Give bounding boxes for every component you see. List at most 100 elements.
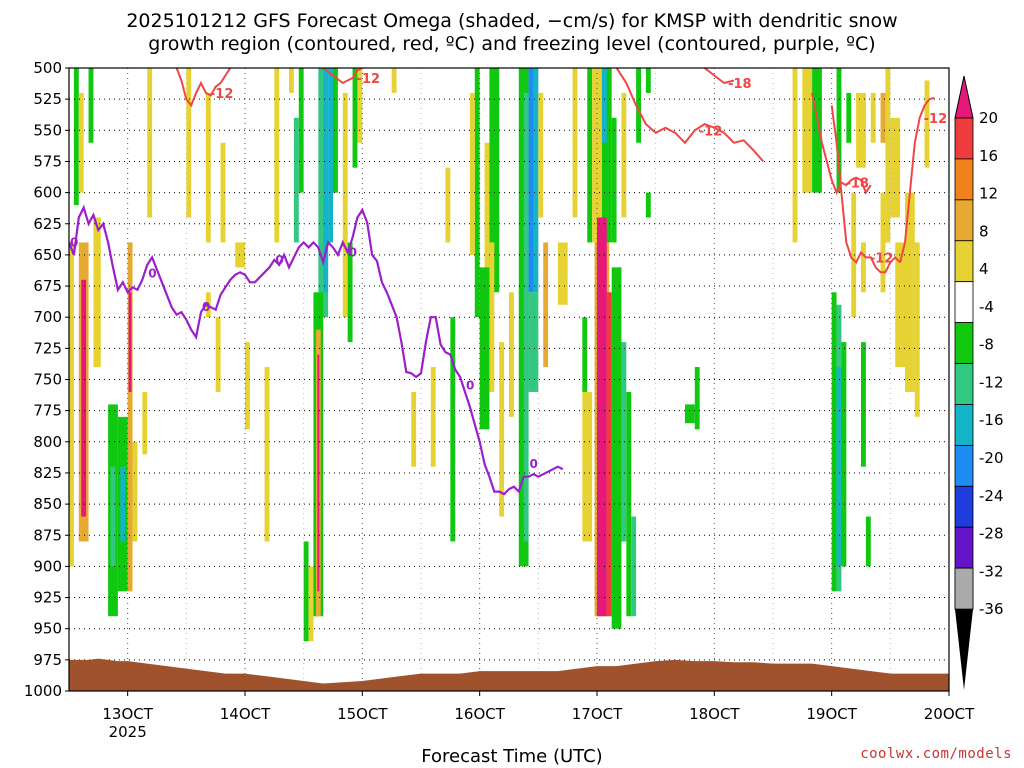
x-tick-label: 17OCT (572, 705, 623, 723)
colorbar-top-arrow (954, 75, 974, 119)
y-tick-label: 1000 (24, 682, 62, 700)
surface-terrain (69, 658, 949, 691)
omega-band (631, 516, 637, 617)
omega-band (328, 68, 333, 243)
omega-band (220, 142, 226, 243)
omega-band (792, 68, 798, 243)
dgz-contour-line (615, 68, 764, 163)
colorbar-label: 20 (979, 109, 998, 127)
omega-band (905, 192, 915, 392)
omega-band (865, 516, 871, 567)
omega-band (235, 242, 245, 268)
dgz-contour-label: -12 (357, 72, 381, 87)
y-tick-label: 700 (33, 308, 62, 326)
omega-band (147, 68, 153, 218)
omega-band (870, 92, 876, 143)
colorbar-bin (954, 363, 974, 405)
omega-band (445, 167, 451, 243)
omega-band (245, 342, 250, 430)
omega-band (323, 68, 329, 293)
omega-band (645, 68, 651, 93)
y-tick-label: 775 (33, 402, 62, 420)
omega-band (81, 279, 87, 517)
freezing-level-label: 0 (275, 253, 283, 267)
omega-band (528, 292, 539, 392)
omega-band (802, 68, 813, 193)
colorbar-label: 4 (979, 260, 989, 278)
colorbar-label: -32 (979, 562, 1004, 580)
omega-band (489, 68, 500, 293)
x-tick-label: 13OCT (102, 705, 153, 723)
surface-fill (69, 658, 949, 691)
omega-band (450, 317, 456, 542)
colorbar-bin (954, 199, 974, 242)
omega-band (352, 68, 358, 168)
colorbar-bin-gray (954, 567, 974, 610)
freezing-level-label: 0 (148, 267, 156, 281)
omega-band (880, 192, 886, 293)
omega-band (489, 242, 495, 392)
omega-band (557, 242, 568, 305)
x-tick-label: 15OCT (337, 705, 388, 723)
x-tick-label: 16OCT (454, 705, 505, 723)
omega-band (430, 367, 436, 467)
omega-band (132, 441, 138, 542)
omega-band (88, 68, 94, 143)
omega-band (611, 267, 622, 629)
colorbar-bin (954, 117, 974, 160)
omega-band (298, 68, 304, 193)
colorbar-label: -4 (979, 298, 994, 316)
omega-band (484, 142, 490, 318)
omega-band (538, 92, 544, 218)
omega-band (621, 92, 627, 218)
omega-band (836, 367, 842, 567)
dgz-contour-label: -12 (870, 251, 894, 266)
freezing-level-label: 0 (466, 379, 474, 393)
omega-band (474, 68, 480, 318)
omega-band (841, 342, 847, 567)
colorbar-label: -36 (979, 600, 1004, 618)
omega-band (924, 80, 930, 168)
omega-band (890, 117, 901, 218)
y-tick-label: 675 (33, 277, 62, 295)
omega-band (880, 92, 886, 143)
omega-band (509, 292, 514, 417)
dgz-contour-line (899, 96, 935, 263)
y-tick-label: 975 (33, 651, 62, 669)
credit-link[interactable]: coolwx.com/models (860, 746, 1012, 762)
omega-band (73, 68, 79, 206)
freezing-level-label: 0 (202, 300, 210, 314)
colorbar-bottom-arrow (955, 609, 973, 690)
y-tick-label: 650 (33, 246, 62, 264)
freezing-level-label: 0 (530, 457, 538, 471)
colorbar-label: -12 (979, 373, 1004, 391)
colorbar-label: -20 (979, 449, 1004, 467)
colorbar-bin (954, 240, 974, 283)
omega-band (333, 68, 338, 193)
omega-band (528, 68, 534, 293)
omega-band (856, 92, 866, 168)
colorbar-bin (954, 158, 974, 201)
y-tick-label: 950 (33, 620, 62, 638)
omega-shading (69, 68, 930, 642)
y-tick-label: 550 (33, 121, 62, 139)
x-tick-label: 18OCT (689, 705, 740, 723)
omega-band (128, 292, 132, 392)
omega-band (110, 466, 116, 567)
omega-band (342, 92, 348, 318)
freezing-level-line (69, 204, 564, 496)
x-tick-label: 20OCT (924, 705, 975, 723)
x-tick-label: 19OCT (806, 705, 857, 723)
omega-band (685, 404, 695, 424)
colorbar-label: 12 (979, 185, 998, 203)
colorbar-label: -28 (979, 525, 1004, 543)
y-tick-label: 625 (33, 215, 62, 233)
y-tick-label: 725 (33, 339, 62, 357)
y-tick-label: 925 (33, 589, 62, 607)
omega-band (357, 68, 363, 143)
omega-band (601, 68, 612, 243)
omega-band (289, 68, 294, 93)
colorbar-label: -24 (979, 487, 1004, 505)
colorbar-bin (954, 444, 974, 487)
